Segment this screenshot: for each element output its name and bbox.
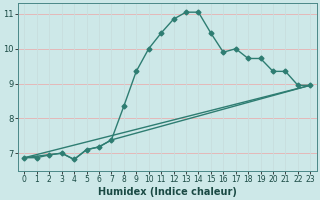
X-axis label: Humidex (Indice chaleur): Humidex (Indice chaleur): [98, 187, 237, 197]
